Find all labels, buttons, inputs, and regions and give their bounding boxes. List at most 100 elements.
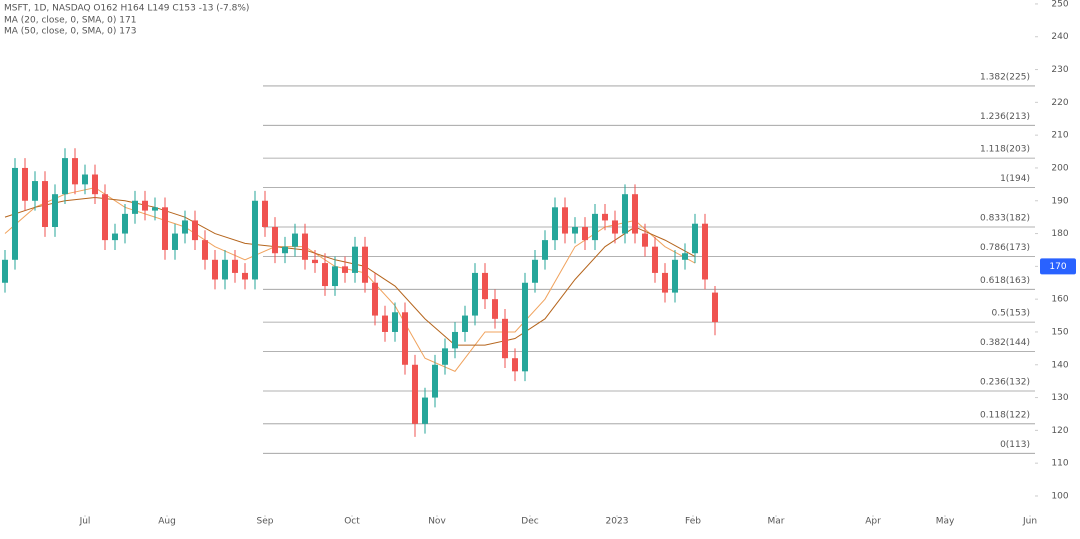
- candle-body: [222, 259, 228, 280]
- candle-body: [552, 207, 558, 241]
- y-tick-label: 240: [1051, 32, 1068, 42]
- candle-body: [402, 312, 408, 365]
- y-tick-label: 100: [1051, 491, 1068, 501]
- candle-body: [92, 174, 98, 195]
- y-tick-label: 220: [1051, 98, 1068, 108]
- legend-entry: MA (20, close, 0, SMA, 0) 171: [4, 16, 136, 26]
- candle-body: [12, 167, 18, 260]
- candle-body: [132, 200, 138, 214]
- fib-label: 0.382(144): [980, 338, 1030, 348]
- candle-body: [612, 220, 618, 234]
- candle-body: [422, 397, 428, 424]
- candle-body: [292, 233, 298, 247]
- x-tick-label: Sep: [257, 517, 274, 527]
- x-tick-label: Mar: [768, 517, 785, 527]
- candle-body: [332, 266, 338, 287]
- candle-body: [362, 246, 368, 283]
- x-tick-label: May: [936, 517, 955, 527]
- candle-body: [682, 253, 688, 260]
- candle-body: [272, 226, 278, 254]
- fib-label: 0.618(163): [980, 276, 1030, 286]
- moving-average: [4, 196, 696, 346]
- candle-body: [262, 200, 268, 227]
- fib-label: 0(113): [1000, 440, 1030, 450]
- x-tick-label: Aug: [158, 517, 176, 527]
- x-tick-label: Nov: [428, 517, 446, 527]
- candle-body: [152, 207, 158, 211]
- candle-body: [42, 181, 48, 227]
- candle-body: [122, 213, 128, 234]
- candle-body: [602, 213, 608, 221]
- candle-body: [52, 194, 58, 227]
- x-tick-label: Feb: [685, 517, 701, 527]
- candle-body: [322, 263, 328, 287]
- candle-body: [492, 299, 498, 319]
- price-tag: 170: [1049, 262, 1066, 272]
- candle-body: [352, 246, 358, 273]
- x-tick-label: Apr: [865, 517, 881, 527]
- candle-body: [32, 181, 38, 201]
- x-tick-label: 2023: [606, 517, 629, 527]
- candle-body: [502, 318, 508, 359]
- candle-body: [62, 158, 68, 195]
- candle-body: [652, 246, 658, 273]
- fib-label: 0.833(182): [980, 213, 1030, 223]
- fib-label: 0.236(132): [980, 378, 1030, 388]
- candle-body: [522, 282, 528, 372]
- candle-body: [112, 233, 118, 241]
- candle-body: [572, 226, 578, 234]
- candle-body: [462, 315, 468, 332]
- candle-body: [592, 213, 598, 241]
- candle-body: [182, 220, 188, 234]
- header: MSFT, 1D, NASDAQ O162 H164 L149 C153 -13…: [4, 4, 249, 14]
- y-tick-label: 200: [1051, 163, 1068, 173]
- fib-label: 1.382(225): [980, 72, 1030, 82]
- price-tag-box: [1040, 258, 1076, 275]
- candle-body: [532, 259, 538, 283]
- y-tick-label: 190: [1051, 196, 1068, 206]
- candle-body: [582, 226, 588, 241]
- candle-body: [342, 266, 348, 273]
- candle-body: [702, 223, 708, 280]
- fib-label: 0.786(173): [980, 243, 1030, 253]
- moving-average: [4, 187, 696, 372]
- candle-body: [432, 364, 438, 398]
- candle-body: [412, 364, 418, 424]
- candle-body: [192, 220, 198, 241]
- candle-body: [312, 259, 318, 264]
- candle-body: [72, 158, 78, 185]
- y-tick-label: 250: [1051, 0, 1068, 9]
- candle-body: [452, 331, 458, 349]
- candle-body: [562, 207, 568, 234]
- candle-body: [542, 240, 548, 260]
- y-tick-label: 180: [1051, 229, 1068, 239]
- candle-body: [102, 194, 108, 241]
- candle-body: [232, 259, 238, 273]
- candle-body: [2, 259, 8, 283]
- candle-body: [442, 348, 448, 365]
- candle-body: [172, 233, 178, 250]
- y-tick-label: 160: [1051, 295, 1068, 305]
- candle-body: [302, 233, 308, 260]
- fib-label: 0.5(153): [991, 309, 1030, 319]
- candle-body: [712, 292, 718, 323]
- x-tick-label: Dec: [521, 517, 538, 527]
- candle-body: [672, 259, 678, 293]
- candle-body: [632, 194, 638, 234]
- x-tick-label: Jul: [79, 517, 91, 527]
- x-tick-label: Oct: [344, 517, 360, 527]
- candle-body: [202, 240, 208, 260]
- y-tick-label: 140: [1051, 360, 1068, 370]
- candle-body: [482, 272, 488, 300]
- candle-body: [472, 272, 478, 316]
- legend-entry: MA (50, close, 0, SMA, 0) 173: [4, 27, 136, 37]
- fib-label: 1.236(213): [980, 112, 1030, 122]
- y-tick-label: 210: [1051, 131, 1068, 141]
- y-tick-label: 110: [1051, 459, 1068, 469]
- candle-body: [662, 272, 668, 293]
- candle-body: [162, 207, 168, 250]
- candle-body: [22, 167, 28, 201]
- y-tick-label: 120: [1051, 426, 1068, 436]
